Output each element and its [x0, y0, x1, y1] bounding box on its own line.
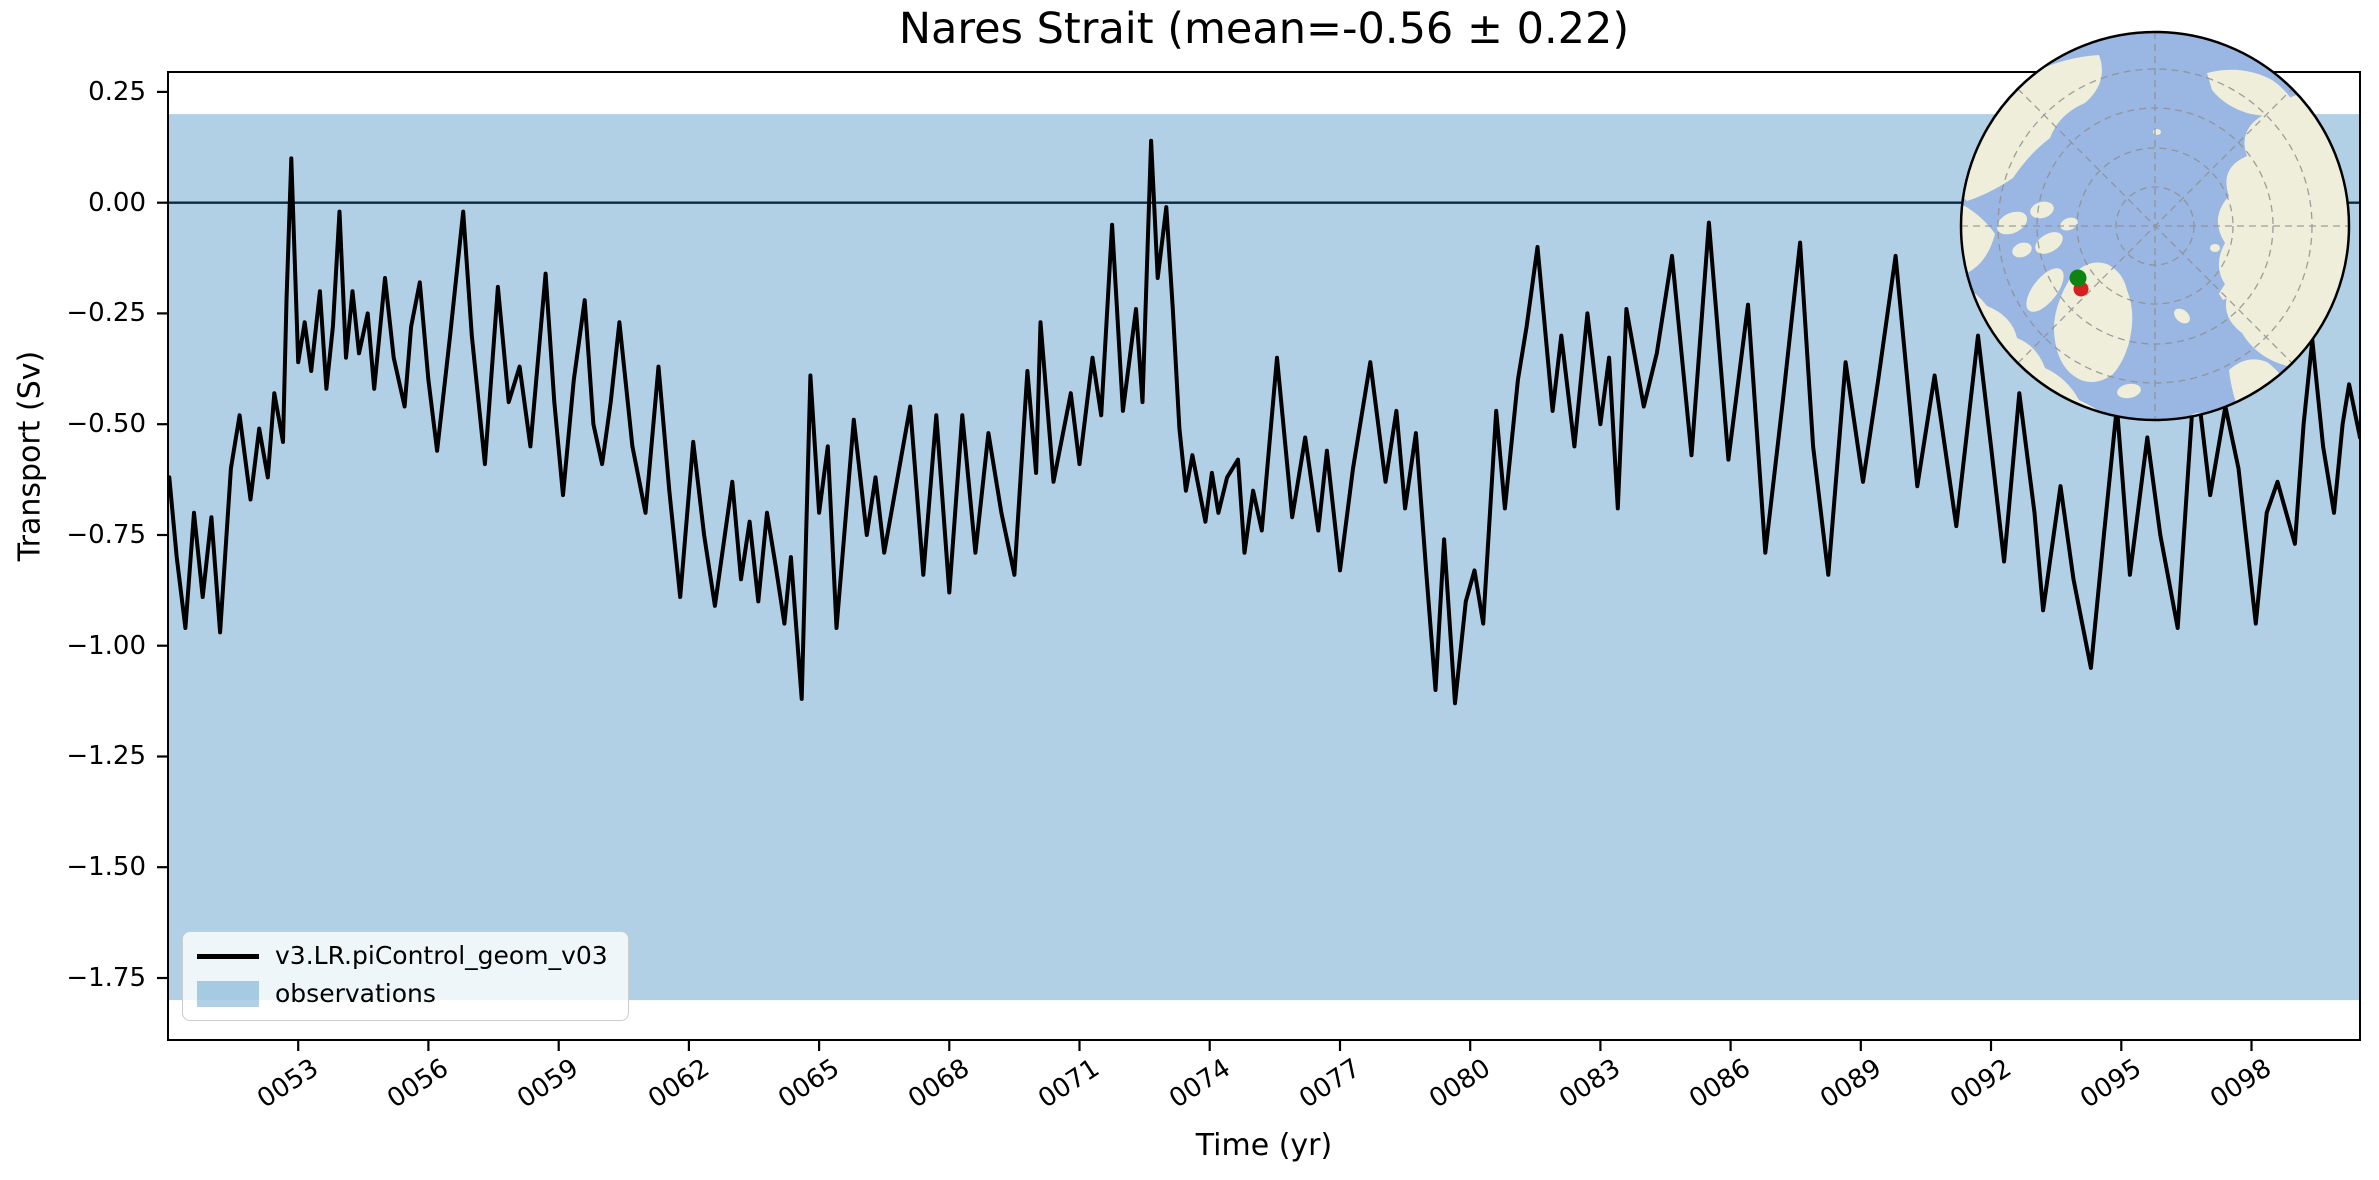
legend-box: v3.LR.piControl_geom_v03 observations	[182, 931, 629, 1021]
svalbard-island	[2174, 308, 2190, 324]
iceland-landmass	[2117, 383, 2141, 399]
legend-entry-model: v3.LR.piControl_geom_v03	[197, 942, 608, 970]
chart-title: Nares Strait (mean=-0.56 ± 0.22)	[898, 4, 1630, 54]
baffin-island	[2026, 268, 2064, 312]
y-tick-label: −0.75	[66, 519, 146, 550]
axes-spines	[167, 71, 2361, 1041]
eurasia-landmass	[2218, 87, 2349, 380]
arctic-archipelago-island	[2035, 232, 2063, 254]
y-tick-label: 0.00	[88, 187, 146, 218]
arctic-archipelago-island	[2012, 242, 2032, 258]
scandinavia-landmass	[2229, 359, 2301, 420]
map-graticule	[1961, 32, 2349, 420]
legend-entry-observations: observations	[197, 980, 608, 1008]
greenland-landmass	[2054, 262, 2133, 382]
y-tick-label: −0.50	[66, 409, 146, 440]
y-tick-label: −1.50	[66, 852, 146, 883]
severnaya-zemlya-island	[2210, 244, 2220, 252]
wrangel-island	[2153, 129, 2161, 135]
arctic-archipelago-island	[1996, 211, 2028, 235]
y-tick-label: −0.25	[66, 298, 146, 329]
y-tick-label: −1.25	[66, 741, 146, 772]
chukotka-landmass	[2207, 69, 2297, 116]
arctic-archipelago-island	[2030, 201, 2054, 219]
arctic-archipelago-island	[2060, 217, 2078, 231]
map-border-circle	[1959, 30, 2351, 422]
legend-line-swatch	[197, 953, 259, 959]
legend-patch-swatch	[197, 981, 259, 1007]
x-axis-label: Time (yr)	[1195, 1128, 1333, 1163]
model-timeseries-line	[168, 138, 2360, 706]
map-landmasses	[1961, 55, 2349, 420]
y-tick-label: −1.00	[66, 630, 146, 661]
legend-model-label: v3.LR.piControl_geom_v03	[275, 941, 608, 970]
canada-west-coast-landmass	[1961, 196, 1995, 278]
legend-observations-label: observations	[275, 979, 436, 1008]
obs-location-marker	[2069, 269, 2087, 287]
y-tick-label: 0.25	[88, 76, 146, 107]
alaska-yukon-landmass	[1961, 55, 2102, 201]
y-tick-label: −1.75	[66, 962, 146, 993]
polar-inset-map	[1959, 30, 2351, 422]
